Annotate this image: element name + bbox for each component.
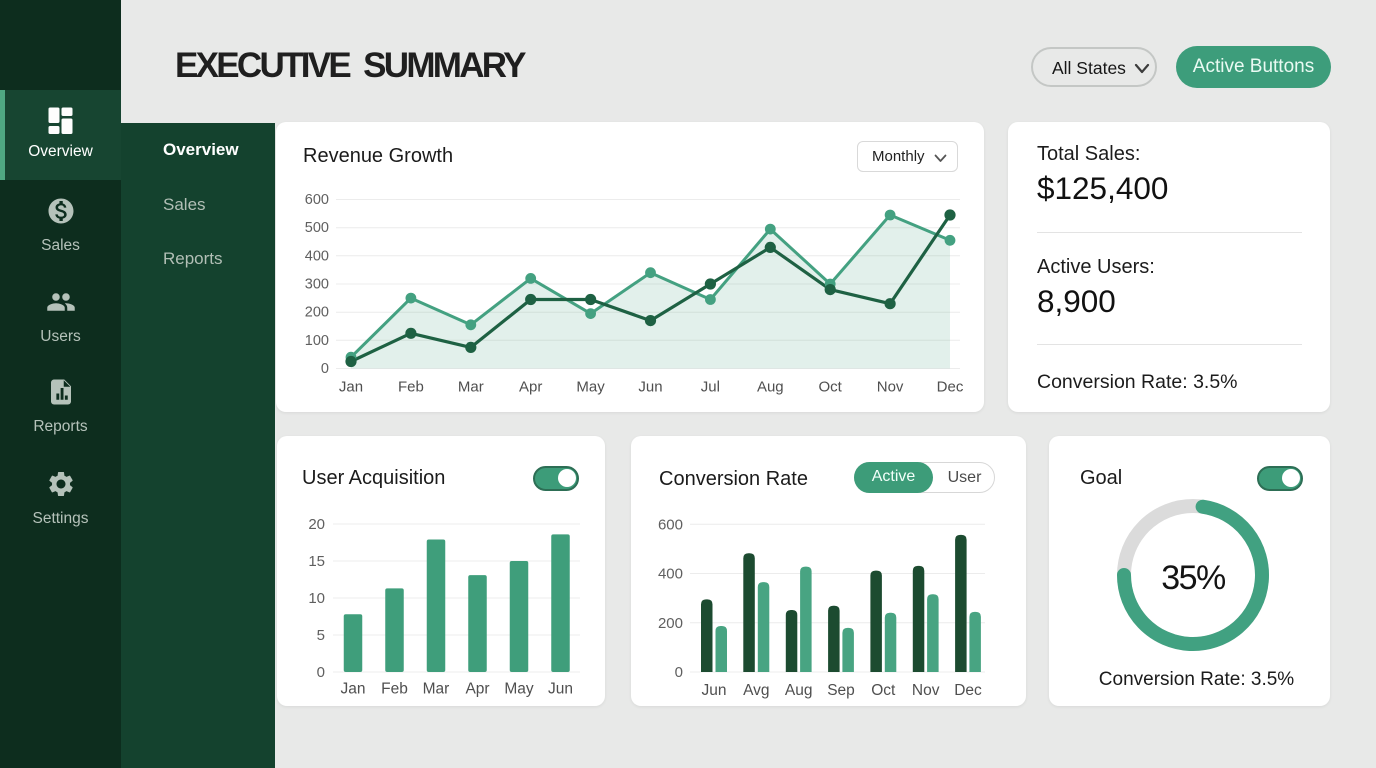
svg-text:200: 200 bbox=[305, 305, 329, 321]
svg-text:Dec: Dec bbox=[954, 682, 982, 699]
svg-text:Jun: Jun bbox=[638, 379, 662, 396]
svg-text:300: 300 bbox=[305, 277, 329, 293]
svg-text:Mar: Mar bbox=[458, 379, 484, 396]
svg-text:Jan: Jan bbox=[339, 379, 363, 396]
svg-text:400: 400 bbox=[658, 566, 683, 583]
svg-text:May: May bbox=[576, 379, 605, 396]
svg-text:May: May bbox=[504, 681, 534, 698]
svg-text:Jan: Jan bbox=[341, 681, 366, 698]
svg-text:Nov: Nov bbox=[877, 379, 904, 396]
svg-text:20: 20 bbox=[308, 516, 325, 533]
svg-text:0: 0 bbox=[317, 664, 325, 681]
svg-text:Oct: Oct bbox=[819, 379, 843, 396]
svg-text:Oct: Oct bbox=[871, 682, 896, 699]
svg-text:600: 600 bbox=[305, 192, 329, 208]
svg-text:100: 100 bbox=[305, 333, 329, 349]
svg-text:Feb: Feb bbox=[381, 681, 408, 698]
svg-text:35%: 35% bbox=[1161, 559, 1226, 597]
svg-text:200: 200 bbox=[658, 615, 683, 632]
svg-text:Dec: Dec bbox=[937, 379, 964, 396]
svg-text:Apr: Apr bbox=[465, 681, 489, 698]
svg-text:400: 400 bbox=[305, 248, 329, 264]
svg-text:Jul: Jul bbox=[701, 379, 720, 396]
svg-text:5: 5 bbox=[317, 627, 325, 644]
svg-text:15: 15 bbox=[308, 553, 325, 570]
svg-text:Jun: Jun bbox=[548, 681, 573, 698]
svg-text:0: 0 bbox=[675, 664, 683, 681]
svg-text:Nov: Nov bbox=[912, 682, 940, 699]
svg-text:Mar: Mar bbox=[423, 681, 450, 698]
svg-text:Avg: Avg bbox=[743, 682, 769, 699]
svg-text:Sep: Sep bbox=[827, 682, 855, 699]
svg-text:0: 0 bbox=[321, 361, 329, 377]
svg-text:Aug: Aug bbox=[757, 379, 784, 396]
svg-text:600: 600 bbox=[658, 516, 683, 533]
svg-text:10: 10 bbox=[308, 590, 325, 607]
svg-text:Aug: Aug bbox=[785, 682, 813, 699]
svg-text:Feb: Feb bbox=[398, 379, 424, 396]
svg-text:Jun: Jun bbox=[702, 682, 727, 699]
svg-text:500: 500 bbox=[305, 220, 329, 236]
svg-text:Apr: Apr bbox=[519, 379, 542, 396]
